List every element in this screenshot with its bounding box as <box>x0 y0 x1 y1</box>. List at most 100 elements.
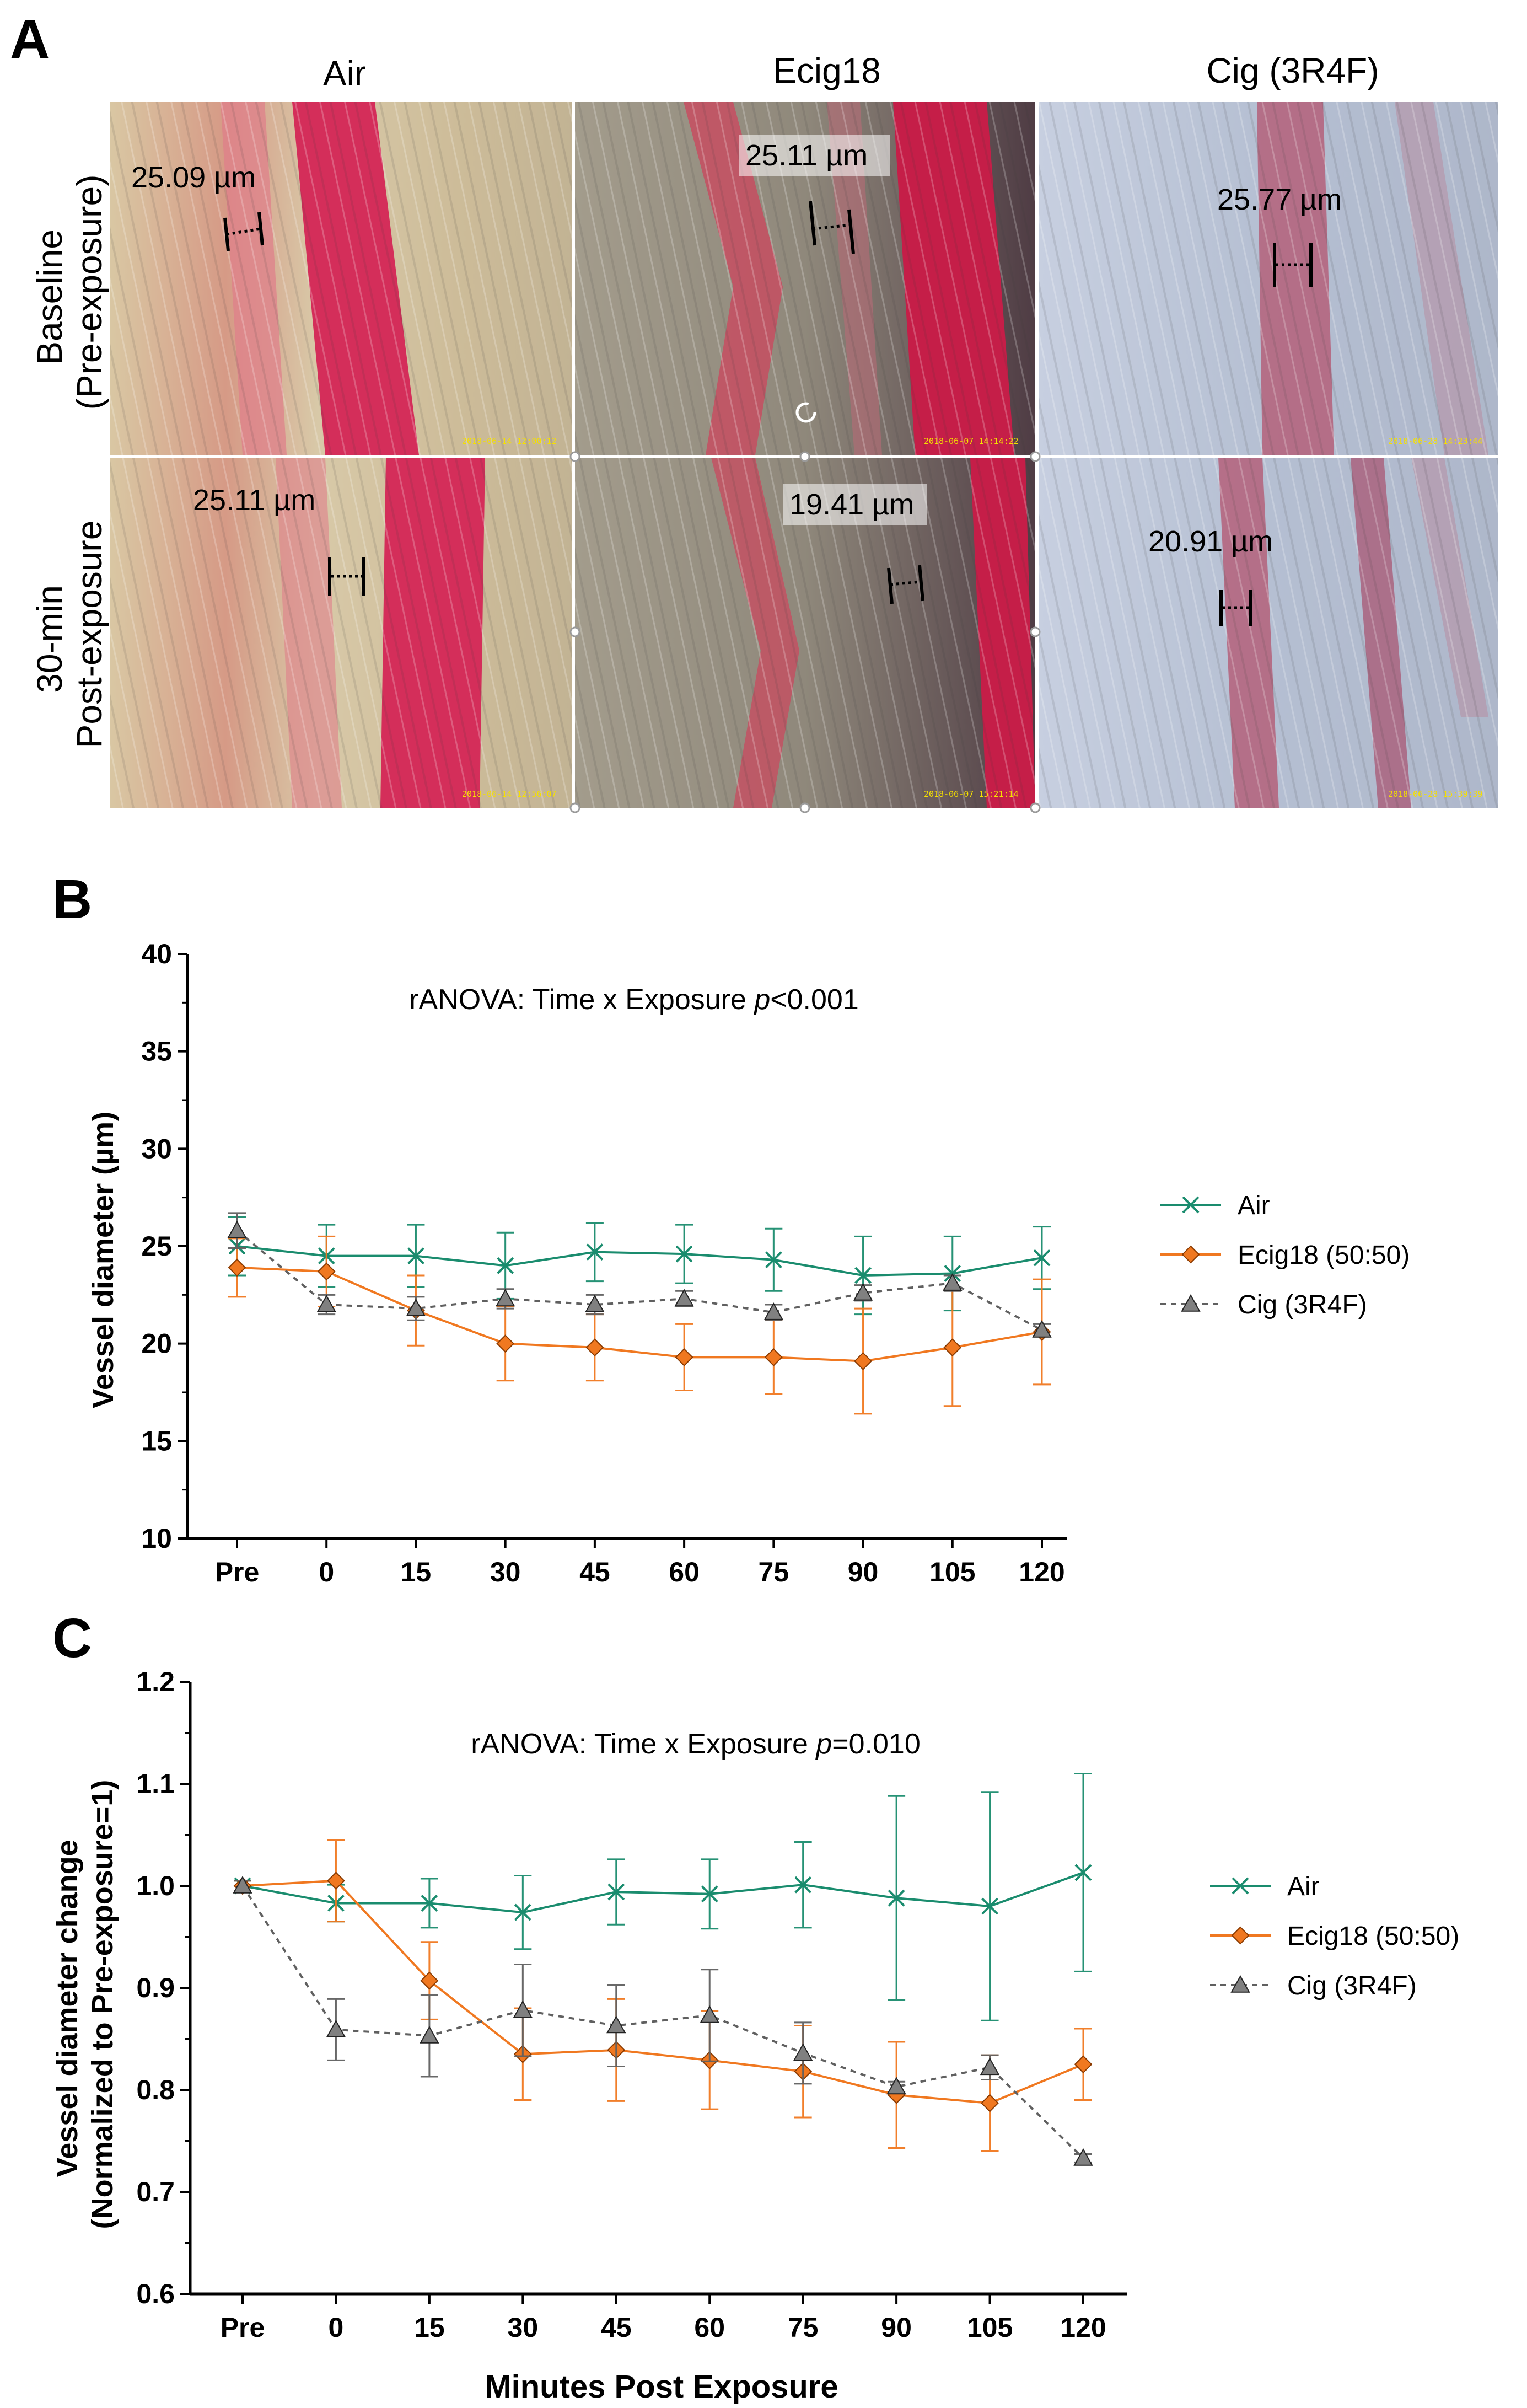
legend-marker <box>1231 1926 1250 1945</box>
legend-marker <box>1182 1196 1200 1214</box>
y-tick-label: 35 <box>141 1036 172 1067</box>
legend-marker <box>1232 1877 1249 1895</box>
panel-c-legend: Air Ecig18 (50:50) Cig (3R4F) <box>1210 1872 1459 2001</box>
data-point <box>317 1262 336 1281</box>
x-tick-label: 60 <box>669 1557 700 1588</box>
series-line <box>236 1245 1042 1277</box>
data-point <box>406 1299 426 1316</box>
panel-a: A Air Ecig18 Cig (3R4F) Baseline (Pre-ex… <box>10 8 1498 813</box>
data-point <box>496 1334 515 1353</box>
caliper-marker <box>1219 590 1252 626</box>
x-tick-label: 30 <box>490 1557 521 1588</box>
panel-c-annotation: rANOVA: Time x Exposure p=0.010 <box>471 1728 921 1760</box>
row-label-post-line2: Post-exposure <box>69 521 109 748</box>
x-tick-label: 75 <box>759 1557 789 1588</box>
panel-b-annotation-p: p <box>753 984 770 1016</box>
data-point <box>854 1352 872 1370</box>
timestamp: 2018-06-28 15:39:39 <box>1388 789 1483 799</box>
panel-b-annotation-value: <0.001 <box>770 984 859 1016</box>
data-point <box>701 1885 718 1903</box>
micrograph-air-baseline: 25.09 µm 2018-06-14 12:00:12 <box>110 102 572 455</box>
panel-c-letter: C <box>52 1607 92 1669</box>
legend-label: Ecig18 (50:50) <box>1287 1922 1459 1951</box>
data-point <box>227 1220 247 1238</box>
legend-label: Air <box>1287 1872 1320 1901</box>
data-point <box>888 1889 905 1907</box>
x-tick-label: 120 <box>1019 1557 1064 1588</box>
data-point <box>326 2019 346 2037</box>
series-ecig18-50-50- <box>228 1235 1051 1415</box>
measurement-label: 25.11 µm <box>193 484 315 517</box>
measurement-label: 25.11 µm <box>745 139 868 172</box>
x-tick-label: 0 <box>329 2312 344 2343</box>
data-point <box>407 1247 424 1265</box>
column-header-air: Air <box>323 53 366 93</box>
micrograph-cig-post: 20.91 µm 2018-06-28 15:39:39 <box>1039 458 1498 808</box>
data-point <box>943 1273 963 1291</box>
series-line <box>242 1871 1084 1914</box>
y-tick-label: 1.1 <box>136 1768 175 1799</box>
data-point <box>607 1883 625 1901</box>
x-tick-label: 45 <box>601 2312 632 2343</box>
x-tick-label: 60 <box>694 2312 725 2343</box>
timestamp: 2018-06-07 15:21:14 <box>924 789 1019 799</box>
panel-b-letter: B <box>52 868 92 930</box>
legend-marker <box>1181 1245 1200 1264</box>
panel-c-annotation-value: =0.010 <box>832 1728 921 1760</box>
measurement-label: 25.77 µm <box>1217 183 1342 216</box>
data-point <box>765 1251 782 1269</box>
data-point <box>1074 2055 1093 2074</box>
x-tick-label: 15 <box>401 1557 432 1588</box>
data-point <box>421 1895 438 1912</box>
measurement-label: 25.09 µm <box>131 161 256 194</box>
data-point <box>228 1258 246 1277</box>
panel-b-annotation: rANOVA: Time x Exposure p<0.001 <box>409 984 859 1016</box>
row-label-baseline: Baseline (Pre-exposure) <box>30 175 109 410</box>
legend-label: Air <box>1238 1191 1270 1220</box>
data-point <box>675 1348 693 1366</box>
timestamp: 2018-06-28 14:23:44 <box>1388 436 1483 446</box>
rotate-handle-icon <box>795 402 816 423</box>
data-point <box>1074 1864 1092 1881</box>
data-point <box>1032 1320 1052 1338</box>
selection-handles <box>569 451 1041 813</box>
y-tick-label: 1.0 <box>136 1870 175 1901</box>
data-point <box>674 1289 694 1307</box>
micrograph-ecig-post: 19.41 µm 2018-06-07 15:21:14 <box>575 458 1035 808</box>
timestamp: 2018-06-07 14:14:22 <box>924 436 1019 446</box>
data-point <box>675 1245 693 1263</box>
panel-c: C rANOVA: Time x Exposure p=0.010 Vessel… <box>51 1607 1459 2405</box>
panel-b-data <box>227 1212 1052 1415</box>
caliper-marker <box>1273 243 1313 287</box>
row-label-post-exposure: 30-min Post-exposure <box>30 521 109 748</box>
column-header-ecig18: Ecig18 <box>773 51 881 90</box>
data-point <box>980 2057 1000 2076</box>
measurement-label: 20.91 µm <box>1148 525 1273 558</box>
legend-label: Cig (3R4F) <box>1287 1971 1417 2001</box>
x-tick-label: 75 <box>788 2312 819 2343</box>
data-point <box>585 1294 605 1312</box>
caliper-marker <box>887 565 924 604</box>
caliper-marker <box>809 201 855 254</box>
y-tick-label: 40 <box>141 938 172 969</box>
panel-b-annotation-text: rANOVA: Time x Exposure <box>409 984 754 1016</box>
y-tick-label: 0.7 <box>136 2176 175 2207</box>
data-point <box>420 1971 439 1990</box>
panel-a-letter: A <box>10 8 50 70</box>
x-tick-label: 120 <box>1060 2312 1106 2343</box>
x-tick-label: Pre <box>215 1557 260 1588</box>
data-point <box>854 1267 872 1284</box>
y-tick-label: 1.2 <box>136 1666 175 1697</box>
series-line <box>241 1885 1084 2159</box>
column-header-cig: Cig (3R4F) <box>1207 51 1379 90</box>
micrograph-cig-baseline: 25.77 µm 2018-06-28 14:23:44 <box>1039 102 1498 455</box>
row-label-baseline-line2: (Pre-exposure) <box>69 175 109 410</box>
series-air <box>234 1773 1092 2021</box>
y-tick-label: 30 <box>141 1133 172 1164</box>
caliper-marker <box>328 557 365 596</box>
caliper-marker <box>223 212 264 251</box>
panel-b-legend: Air Ecig18 (50:50) Cig (3R4F) <box>1160 1191 1410 1320</box>
data-point <box>495 1289 515 1307</box>
data-point <box>233 1875 252 1894</box>
